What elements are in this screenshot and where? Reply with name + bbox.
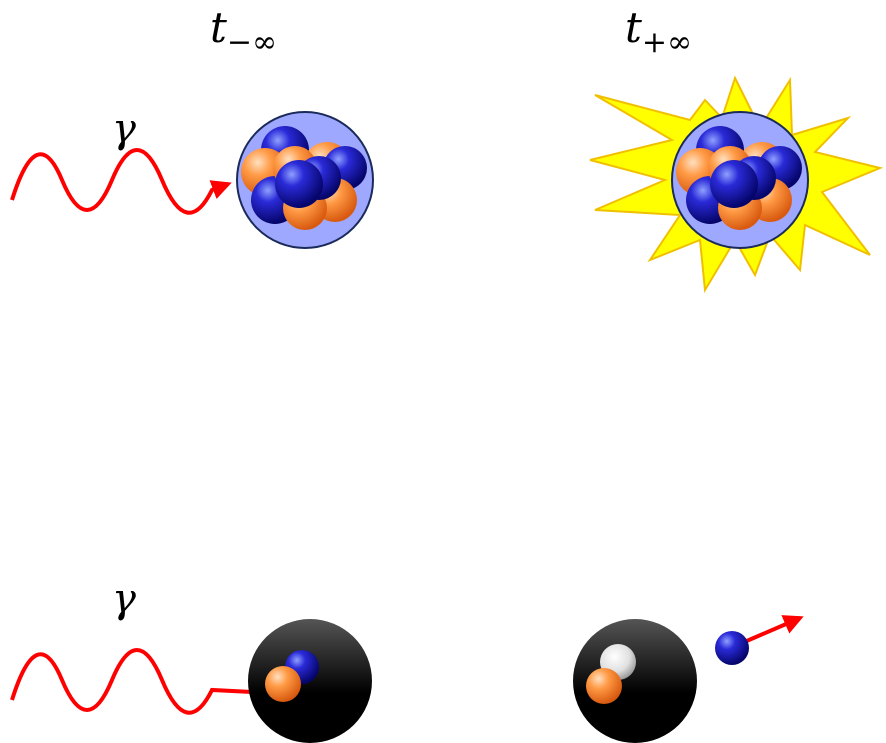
time-label: t+∞ [625, 3, 692, 60]
photon-wave [12, 150, 228, 213]
proton [586, 668, 622, 704]
photon-label: γ [112, 106, 136, 152]
diagram: t−∞ t+∞ γ γ [0, 0, 886, 743]
photon-label: γ [112, 576, 136, 622]
nucleus [672, 112, 808, 248]
time-label: t−∞ [210, 3, 277, 60]
photon-wave [12, 650, 268, 713]
neutron [715, 631, 749, 665]
proton [265, 666, 301, 702]
nucleus [237, 112, 373, 248]
